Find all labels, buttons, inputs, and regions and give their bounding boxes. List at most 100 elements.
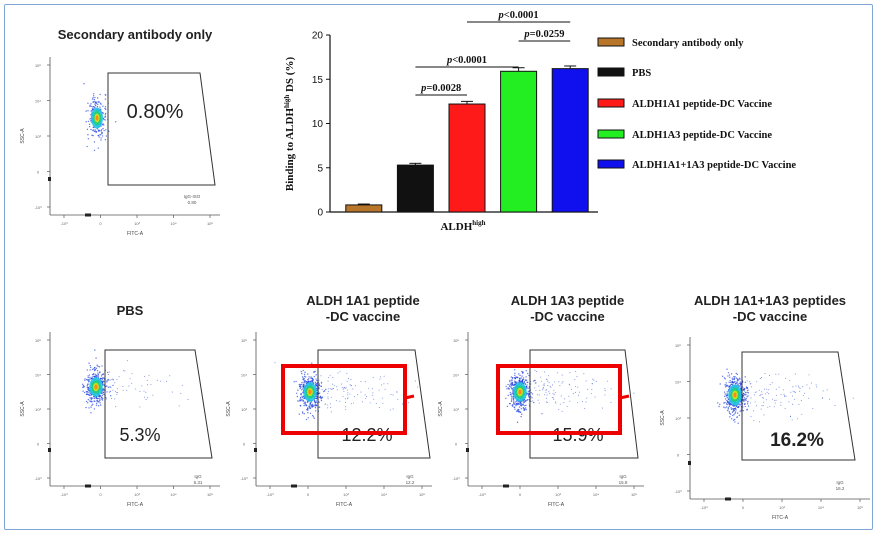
event-dot [116, 378, 118, 381]
event-dot [738, 404, 740, 406]
x-tick-label: -10³ [60, 492, 68, 497]
legend-label-1: PBS [632, 68, 651, 79]
event-dot [392, 394, 394, 396]
x-tick-label: 0 [519, 492, 522, 497]
event-dot [309, 403, 311, 405]
event-dot [739, 404, 742, 406]
event-dot [89, 392, 91, 394]
event-dot [101, 135, 104, 137]
event-dot [727, 402, 730, 404]
event-dot [82, 386, 84, 389]
event-dot [780, 393, 782, 395]
event-dot [728, 374, 731, 376]
panel-title-1a1-1a3: ALDH 1A1+1A3 peptides -DC vaccine [693, 293, 847, 324]
event-dot [315, 378, 317, 380]
event-dot [721, 375, 724, 377]
y-tick-label: -10³ [240, 476, 248, 481]
event-dot [308, 380, 310, 383]
bar-0 [345, 204, 383, 213]
event-dot [544, 371, 546, 373]
event-dot [139, 390, 141, 393]
event-dot [92, 403, 94, 405]
event-dot [305, 376, 307, 378]
event-dot [551, 384, 554, 386]
event-dot [775, 388, 777, 390]
event-dot [790, 391, 792, 393]
event-dot [547, 385, 549, 387]
event-dot [308, 376, 310, 378]
event-dot [533, 379, 535, 382]
event-dot [92, 134, 94, 137]
event-dot [84, 379, 86, 381]
event-dot [171, 391, 173, 393]
event-dot [344, 398, 346, 400]
event-dot [581, 400, 584, 403]
gate-name: IgG-ISO [184, 194, 201, 199]
event-dot [95, 397, 97, 399]
y-label-main: Binding to ALDH [284, 108, 296, 192]
x-tick-label: 10⁵ [419, 492, 425, 497]
event-dot [81, 383, 84, 385]
event-dot [512, 384, 515, 386]
event-dot [748, 405, 750, 408]
event-dot [109, 386, 111, 388]
event-dot [306, 409, 308, 411]
gate-percentage: 0.80% [127, 101, 184, 123]
event-dot [146, 379, 148, 382]
event-dot [742, 389, 745, 391]
event-dot [528, 387, 530, 390]
highlight-box [496, 364, 622, 435]
event-dot [311, 403, 314, 406]
event-dot [852, 397, 854, 399]
event-dot [537, 399, 539, 401]
event-dot [378, 406, 381, 409]
y-tick-label: 10⁵ [35, 63, 41, 68]
event-dot [783, 393, 785, 395]
event-dot [106, 381, 108, 383]
panel-title-secondary: Secondary antibody only [57, 27, 213, 42]
event-dot [110, 379, 112, 381]
event-dot [538, 385, 540, 387]
x-tick-label: 10³ [779, 505, 785, 510]
legend-swatch-3 [597, 129, 625, 139]
event-dot [799, 390, 801, 392]
y-tick-label: 0 [455, 442, 458, 447]
event-dot [826, 389, 828, 391]
event-dot [156, 379, 158, 381]
event-dot [732, 404, 734, 407]
event-dot [329, 403, 331, 405]
event-dot [747, 395, 749, 397]
event-dot [109, 391, 111, 393]
event-dot [85, 378, 88, 381]
event-dot [753, 410, 755, 412]
bar-2 [448, 103, 486, 213]
event-dot [145, 399, 147, 401]
event-dot [101, 132, 103, 134]
event-dot [799, 387, 801, 389]
legend-label-3: ALDH1A3 peptide-DC Vaccine [632, 130, 772, 141]
event-dot [736, 373, 739, 376]
event-dot [543, 394, 545, 396]
event-dot [513, 403, 516, 405]
event-dot [301, 412, 304, 414]
event-dot [537, 394, 539, 396]
event-dot [792, 390, 794, 392]
event-dot [778, 386, 780, 388]
event-dot [727, 375, 729, 377]
event-dot [728, 386, 730, 388]
event-dot [327, 407, 329, 409]
event-dot [180, 392, 182, 394]
event-dot [144, 375, 146, 378]
event-dot [727, 384, 729, 387]
event-dot [541, 389, 543, 391]
event-dot [590, 393, 592, 395]
event-dot [305, 381, 308, 383]
event-dot [765, 393, 767, 395]
chart-legend: Secondary antibody only PBS ALDH1A1 peptid… [597, 37, 796, 171]
panel-title-1a1: ALDH 1A1 peptide -DC vaccine [306, 293, 420, 324]
event-dot [522, 377, 525, 379]
event-dot [549, 392, 551, 395]
event-dot [518, 373, 520, 375]
event-dot [94, 100, 96, 103]
event-dot [98, 366, 101, 368]
